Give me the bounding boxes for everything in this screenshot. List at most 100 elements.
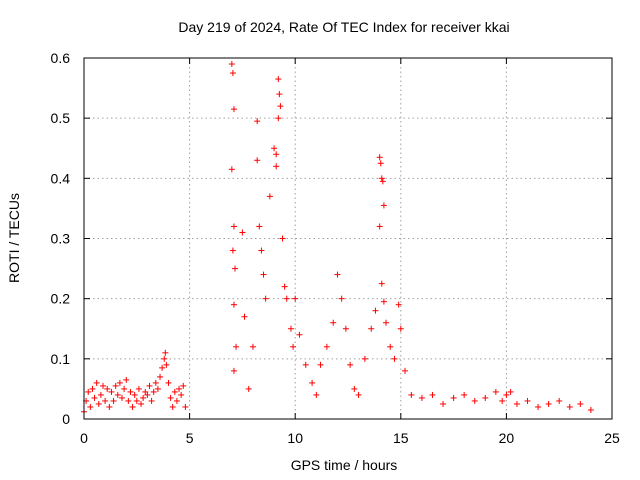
data-point: [499, 397, 506, 404]
data-point: [290, 343, 297, 350]
data-point: [91, 394, 98, 401]
data-point: [397, 325, 404, 332]
data-point: [376, 223, 383, 230]
data-point: [239, 229, 246, 236]
data-point: [418, 394, 425, 401]
data-point: [106, 403, 113, 410]
data-point: [503, 391, 510, 398]
data-point: [368, 325, 375, 332]
data-point: [178, 391, 185, 398]
data-point: [279, 235, 286, 242]
data-point: [229, 70, 236, 77]
data-point: [116, 379, 123, 386]
data-point: [347, 361, 354, 368]
data-point: [144, 391, 151, 398]
data-point: [89, 385, 96, 392]
data-points: [81, 61, 594, 415]
data-point: [266, 193, 273, 200]
data-point: [233, 343, 240, 350]
data-point: [245, 385, 252, 392]
x-tick-label: 25: [604, 430, 620, 446]
data-point: [108, 388, 115, 395]
data-point: [273, 163, 280, 170]
data-point: [338, 295, 345, 302]
data-point: [241, 313, 248, 320]
data-point: [577, 400, 584, 407]
data-point: [180, 382, 187, 389]
x-tick-label: 10: [287, 430, 303, 446]
data-point: [176, 385, 183, 392]
data-point: [112, 382, 119, 389]
data-point: [372, 307, 379, 314]
data-point: [330, 319, 337, 326]
data-point: [85, 388, 92, 395]
data-point: [281, 283, 288, 290]
y-tick-label: 0.1: [51, 351, 71, 367]
data-point: [148, 397, 155, 404]
data-point: [142, 388, 149, 395]
data-point: [159, 364, 166, 371]
data-point: [131, 391, 138, 398]
data-point: [334, 271, 341, 278]
x-tick-label: 15: [393, 430, 409, 446]
data-point: [123, 376, 130, 383]
data-point: [162, 349, 169, 356]
data-point: [440, 400, 447, 407]
data-point: [102, 397, 109, 404]
data-point: [133, 397, 140, 404]
data-point: [587, 406, 594, 413]
data-point: [376, 154, 383, 161]
axis-ticks: 0 5 10 15 20 25 0 0.1 0.2 0.3 0.4 0.5 0.6: [51, 50, 620, 446]
data-point: [408, 391, 415, 398]
data-point: [169, 403, 176, 410]
data-point: [229, 247, 236, 254]
data-point: [110, 397, 117, 404]
data-point: [566, 403, 573, 410]
data-point: [545, 400, 552, 407]
data-point: [273, 151, 280, 158]
data-point: [471, 397, 478, 404]
data-point: [95, 400, 102, 407]
data-point: [461, 391, 468, 398]
data-point: [260, 271, 267, 278]
data-point: [450, 394, 457, 401]
data-point: [230, 223, 237, 230]
data-point: [378, 280, 385, 287]
data-point: [383, 319, 390, 326]
data-point: [104, 385, 111, 392]
data-point: [313, 391, 320, 398]
data-point: [317, 361, 324, 368]
data-point: [262, 295, 269, 302]
grid-lines: [84, 58, 612, 419]
data-point: [157, 373, 164, 380]
data-point: [507, 388, 514, 395]
data-point: [125, 397, 132, 404]
data-point: [342, 325, 349, 332]
data-point: [256, 223, 263, 230]
data-point: [276, 91, 283, 98]
data-point: [556, 397, 563, 404]
data-point: [296, 331, 303, 338]
data-point: [482, 394, 489, 401]
data-point: [161, 355, 168, 362]
data-point: [387, 343, 394, 350]
data-point: [114, 391, 121, 398]
data-point: [150, 388, 157, 395]
data-point: [535, 403, 542, 410]
data-point: [173, 397, 180, 404]
data-point: [127, 388, 134, 395]
data-point: [154, 385, 161, 392]
data-point: [302, 361, 309, 368]
data-point: [258, 247, 265, 254]
data-point: [249, 343, 256, 350]
data-point: [171, 388, 178, 395]
data-point: [277, 103, 284, 110]
data-point: [309, 379, 316, 386]
data-point: [323, 343, 330, 350]
y-tick-label: 0: [62, 411, 70, 427]
data-point: [138, 400, 145, 407]
data-point: [119, 394, 126, 401]
x-tick-label: 0: [80, 430, 88, 446]
data-point: [163, 361, 170, 368]
